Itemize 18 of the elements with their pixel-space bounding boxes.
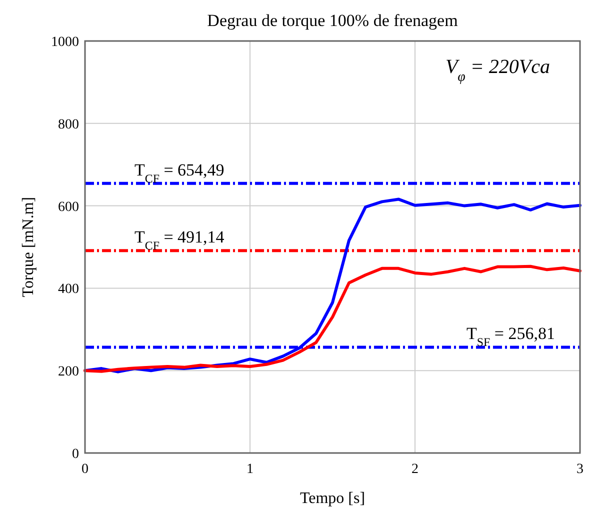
x-tick-label: 3 — [576, 462, 584, 477]
x-tick-label: 1 — [246, 462, 254, 477]
x-tick-label: 0 — [82, 462, 88, 477]
y-tick-label: 0 — [72, 447, 79, 462]
x-tick-label: 2 — [412, 462, 418, 477]
ref-line-label: T$_{CF}$ = 654,49 — [134, 160, 224, 186]
annotation: V$_{φ}$ = 220Vca — [445, 56, 550, 84]
y-tick-label: 400 — [58, 282, 79, 298]
y-tick-label: 200 — [58, 364, 79, 380]
ref-line-label: T$_{SF}$ = 256,81 — [466, 324, 555, 350]
x-axis-title: Tempo [s] — [300, 490, 366, 507]
ref-line-label: T$_{CF}$ = 491,14 — [134, 228, 225, 253]
y-axis-title: Torque [mN.m] — [20, 196, 37, 298]
line-series — [84, 264, 582, 373]
chart-title: Degrau de torque 100% de frenagem — [207, 11, 458, 30]
y-tick-label: 1000 — [51, 35, 79, 50]
y-tick-label: 600 — [58, 200, 79, 215]
y-tick-label: 800 — [58, 117, 79, 132]
